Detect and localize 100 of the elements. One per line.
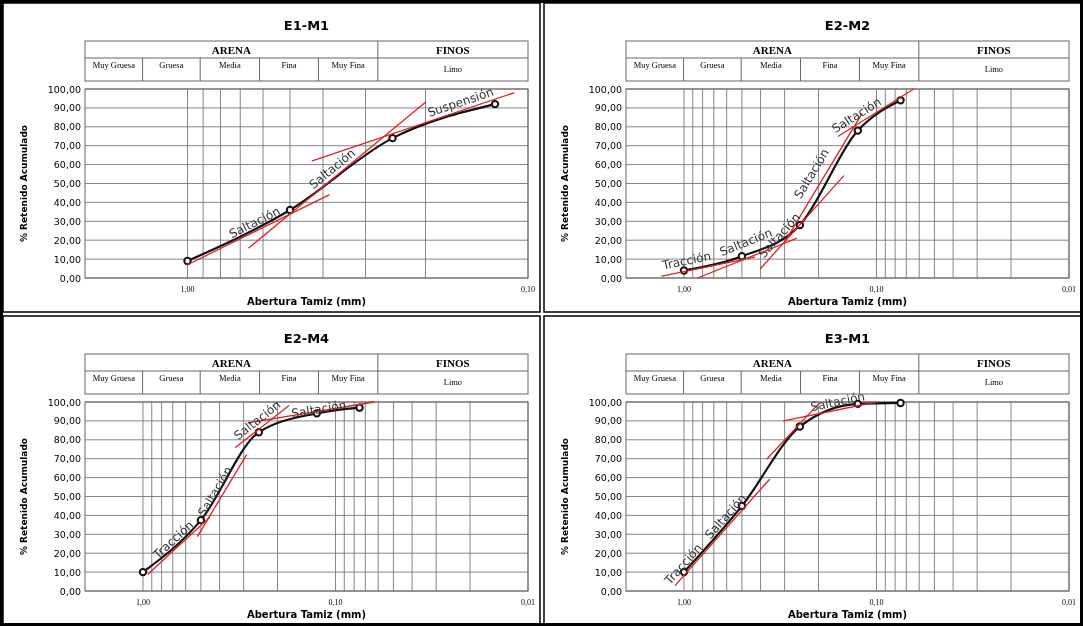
y-tick-label: 90,00 — [53, 102, 81, 114]
y-tick-label: 100,00 — [47, 396, 81, 408]
text: Muy Gruesa — [92, 373, 136, 383]
y-tick-label: 40,00 — [594, 196, 622, 208]
x-tick-label: 1,00 — [676, 598, 691, 607]
y-tick-label: 0,00 — [600, 585, 622, 597]
y-tick-label: 50,00 — [53, 491, 81, 502]
y-axis-title: % Retenido Acumulado — [19, 124, 29, 243]
y-tick-label: 90,00 — [53, 415, 81, 427]
text: Muy Fina — [331, 60, 366, 70]
x-tick-label: 0,10 — [869, 285, 884, 294]
text: Gruesa — [700, 60, 725, 70]
text: ARENA — [752, 357, 793, 369]
text: Media — [760, 60, 782, 70]
y-tick-label: 30,00 — [594, 528, 622, 540]
text: FINOS — [436, 357, 470, 369]
x-tick-label: 0,10 — [521, 285, 535, 294]
text: Gruesa — [700, 373, 725, 383]
y-tick-label: 90,00 — [594, 102, 622, 114]
x-tick-label: 1,00 — [180, 285, 195, 294]
text: Muy Fina — [331, 373, 366, 383]
y-tick-label: 100,00 — [588, 83, 622, 95]
text: Media — [760, 373, 782, 383]
y-tick-label: 60,00 — [594, 159, 622, 171]
x-tick-label: 0,01 — [1062, 285, 1076, 294]
text: Fina — [281, 60, 297, 70]
y-axis-title: % Retenido Acumulado — [560, 124, 570, 243]
y-tick-label: 80,00 — [53, 121, 81, 133]
text: Fina — [281, 373, 297, 383]
text: Muy Gruesa — [633, 60, 677, 70]
text: FINOS — [436, 44, 470, 56]
chart-title: E3-M1 — [824, 331, 871, 346]
text: Limo — [984, 377, 1004, 387]
y-axis-title: % Retenido Acumulado — [19, 437, 29, 556]
y-tick-label: 20,00 — [53, 547, 81, 559]
x-tick-label: 0,10 — [869, 598, 884, 607]
y-tick-label: 50,00 — [53, 178, 81, 189]
y-tick-label: 10,00 — [594, 566, 622, 578]
y-tick-label: 100,00 — [588, 396, 622, 408]
annotation: Saltación — [290, 397, 348, 421]
y-tick-label: 30,00 — [53, 215, 81, 227]
text: Limo — [984, 64, 1004, 74]
y-tick-label: 30,00 — [53, 528, 81, 540]
text: Muy Fina — [872, 60, 907, 70]
text: Muy Gruesa — [92, 60, 136, 70]
y-tick-label: 50,00 — [594, 491, 622, 502]
y-tick-label: 80,00 — [53, 434, 81, 446]
y-tick-label: 10,00 — [594, 253, 622, 265]
text: Limo — [443, 377, 463, 387]
x-axis-title: Abertura Tamiz (mm) — [787, 609, 908, 620]
text: Media — [219, 373, 241, 383]
y-tick-label: 40,00 — [594, 509, 622, 521]
text: ARENA — [211, 357, 252, 369]
y-tick-label: 60,00 — [53, 159, 81, 171]
y-tick-label: 80,00 — [594, 121, 622, 133]
y-tick-label: 30,00 — [594, 215, 622, 227]
text: Gruesa — [159, 60, 184, 70]
y-tick-label: 10,00 — [53, 566, 81, 578]
y-tick-label: 70,00 — [53, 140, 81, 152]
x-tick-label: 1,00 — [135, 598, 150, 607]
x-tick-label: 0,10 — [328, 598, 343, 607]
text: Gruesa — [159, 373, 184, 383]
chart-title: E1-M1 — [283, 18, 330, 33]
y-tick-label: 60,00 — [53, 472, 81, 484]
y-tick-label: 50,00 — [594, 178, 622, 189]
x-axis-title: Abertura Tamiz (mm) — [246, 296, 367, 307]
text: ARENA — [211, 44, 252, 56]
y-tick-label: 100,00 — [47, 83, 81, 95]
y-tick-label: 40,00 — [53, 196, 81, 208]
y-tick-label: 70,00 — [594, 140, 622, 152]
y-tick-label: 90,00 — [594, 415, 622, 427]
x-axis-title: Abertura Tamiz (mm) — [787, 296, 908, 307]
text: Fina — [822, 60, 838, 70]
annotation: Tracción — [660, 248, 713, 273]
chart-title: E2-M2 — [824, 18, 871, 33]
y-tick-label: 70,00 — [594, 453, 622, 465]
y-tick-label: 60,00 — [594, 472, 622, 484]
y-tick-label: 40,00 — [53, 509, 81, 521]
y-tick-label: 80,00 — [594, 434, 622, 446]
annotation: Saltación — [809, 389, 867, 415]
text: Fina — [822, 373, 838, 383]
text: Muy Gruesa — [633, 373, 677, 383]
y-tick-label: 0,00 — [59, 272, 81, 284]
y-tick-label: 0,00 — [600, 272, 622, 284]
text: FINOS — [977, 44, 1011, 56]
y-tick-label: 0,00 — [59, 585, 81, 597]
y-tick-label: 70,00 — [53, 453, 81, 465]
x-tick-label: 0,01 — [521, 598, 535, 607]
y-tick-label: 20,00 — [594, 547, 622, 559]
chart-title: E2-M4 — [283, 331, 330, 346]
y-tick-label: 20,00 — [594, 234, 622, 246]
x-axis-title: Abertura Tamiz (mm) — [246, 609, 367, 620]
text: FINOS — [977, 357, 1011, 369]
y-tick-label: 10,00 — [53, 253, 81, 265]
text: Limo — [443, 64, 463, 74]
x-tick-label: 0,01 — [1062, 598, 1076, 607]
text: ARENA — [752, 44, 793, 56]
text: Muy Fina — [872, 373, 907, 383]
y-axis-title: % Retenido Acumulado — [560, 437, 570, 556]
text: Media — [219, 60, 241, 70]
